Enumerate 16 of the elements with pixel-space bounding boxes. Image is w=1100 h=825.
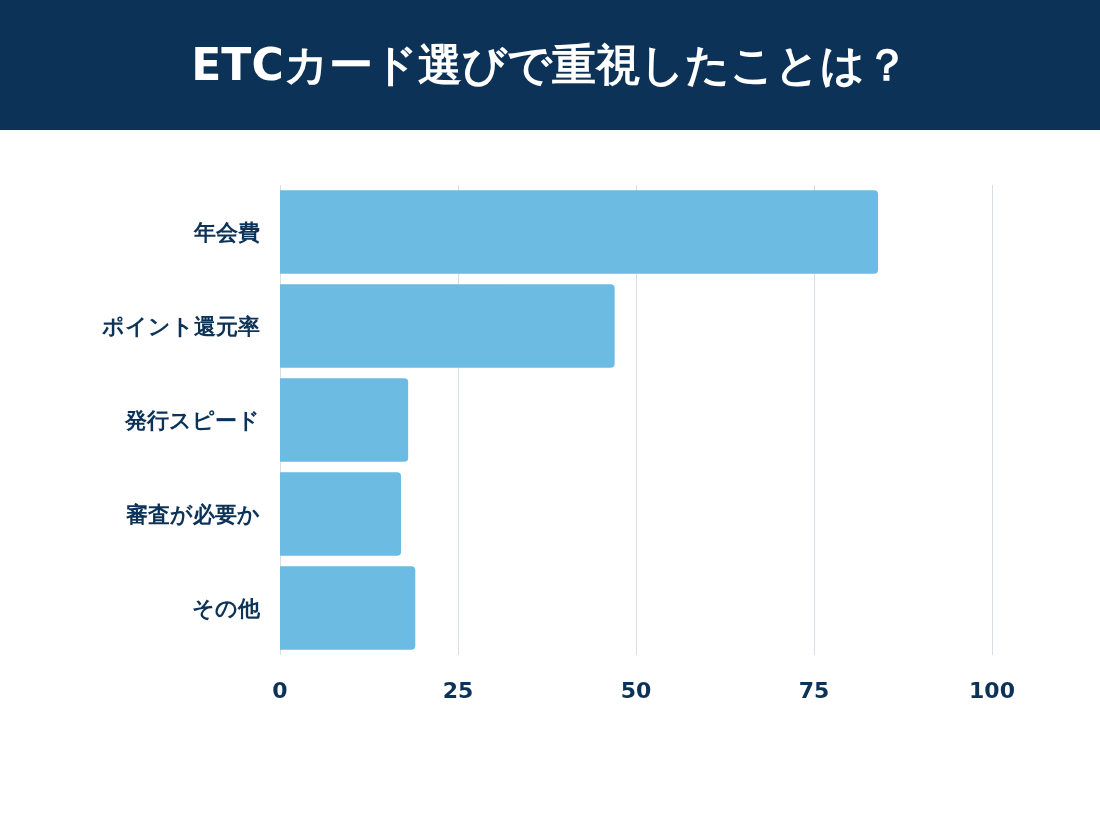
bar (280, 378, 409, 462)
bar (280, 566, 416, 650)
x-tick-label: 50 (620, 677, 652, 703)
y-tick-label: ポイント還元率 (101, 313, 260, 339)
x-tick-label: 0 (272, 677, 288, 703)
y-tick-label: 年会費 (193, 219, 260, 245)
y-tick-label: 発行スピード (124, 407, 260, 433)
y-tick-label: その他 (192, 595, 261, 621)
x-tick-label: 100 (969, 677, 1015, 703)
x-tick-label: 75 (798, 677, 830, 703)
y-tick-label: 審査が必要か (126, 501, 260, 527)
bar (280, 190, 879, 274)
chart-title: ETCカード選びで重視したことは？ (0, 0, 1100, 130)
x-tick-label: 25 (442, 677, 474, 703)
bar (280, 472, 402, 556)
bar (280, 284, 615, 368)
